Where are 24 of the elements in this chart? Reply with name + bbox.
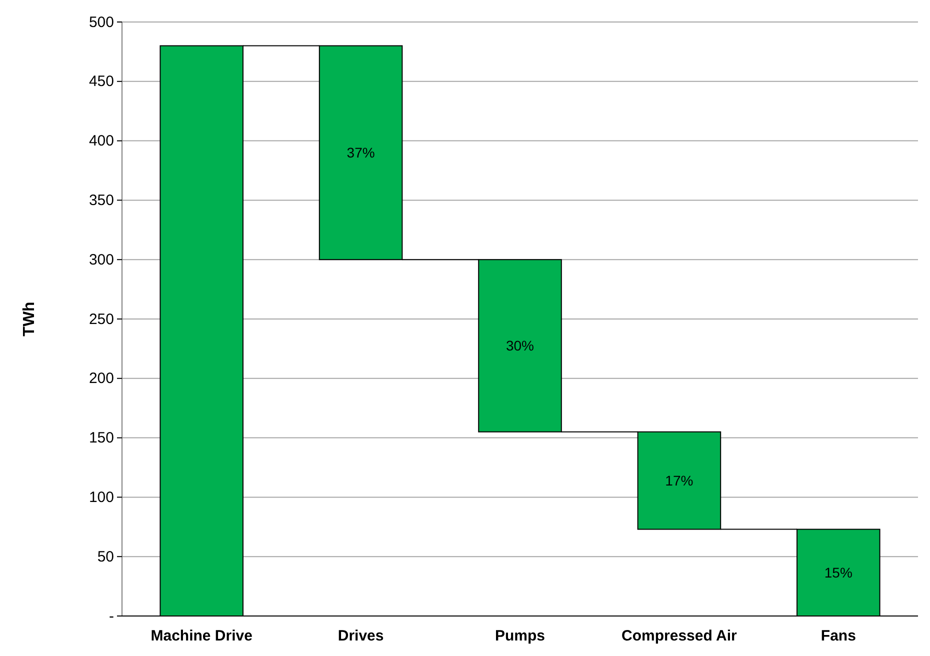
y-tick-label: 400 <box>88 132 114 150</box>
x-tick-label: Fans <box>820 628 856 645</box>
y-tick-label: - <box>109 608 114 625</box>
y-tick-label: 200 <box>88 370 114 388</box>
y-tick-label: 250 <box>88 310 114 328</box>
y-tick-label: 300 <box>88 251 114 268</box>
bar <box>637 431 722 530</box>
annotation: 37% <box>346 144 375 161</box>
annotation: 30% <box>506 338 534 354</box>
x-tick-label: Pumps <box>494 628 546 645</box>
x-tick-label: Machine Drive <box>150 628 252 645</box>
y-tick-label: 500 <box>88 14 114 31</box>
x-tick-label: Compressed Air <box>622 628 738 645</box>
bar <box>478 259 562 432</box>
y-tick-label: 50 <box>97 548 114 566</box>
x-tick-label: Drives <box>338 628 384 645</box>
bar <box>318 45 403 260</box>
y-tick-label: 100 <box>88 489 114 506</box>
annotation: 17% <box>665 472 694 489</box>
y-tick-label: 150 <box>88 430 114 447</box>
y-axis-title: TWh <box>21 302 38 336</box>
y-tick-label: 350 <box>88 192 114 209</box>
y-tick-label: 450 <box>88 73 114 90</box>
annotation: 15% <box>824 564 852 581</box>
